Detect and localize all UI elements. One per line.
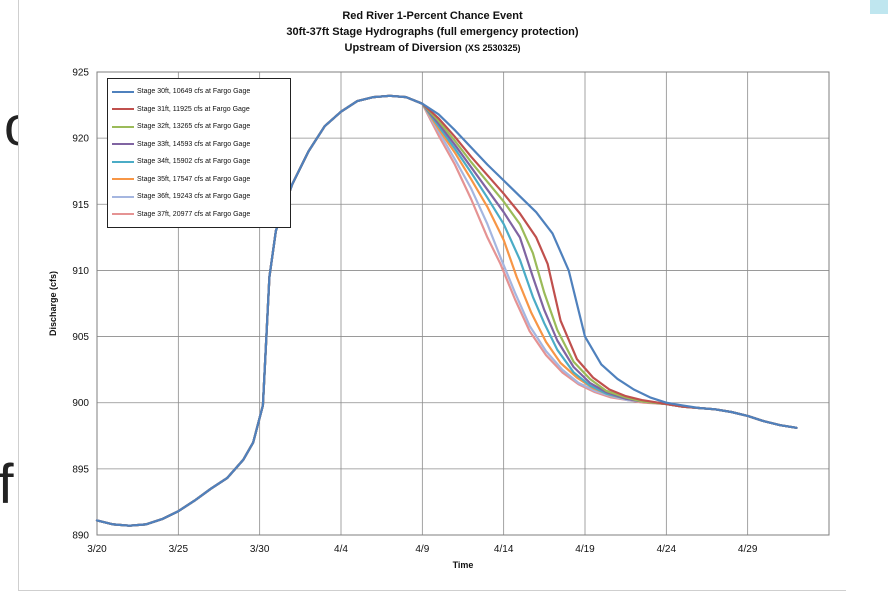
- legend-swatch: [112, 213, 134, 216]
- y-tick-label: 915: [72, 200, 89, 211]
- y-tick-label: 895: [72, 464, 89, 475]
- chart-title: Red River 1-Percent Chance Event: [342, 10, 523, 22]
- legend-label: Stage 31ft, 11925 cfs at Fargo Gage: [137, 105, 250, 113]
- legend-label: Stage 34ft, 15902 cfs at Fargo Gage: [137, 158, 251, 166]
- legend-label: Stage 37ft, 20977 cfs at Fargo Gage: [137, 210, 251, 218]
- chart-subtitle: 30ft-37ft Stage Hydrographs (full emerge…: [286, 26, 579, 38]
- legend-item-2: Stage 32ft, 13265 cfs at Fargo Gage: [112, 118, 286, 136]
- y-tick-label: 925: [72, 68, 89, 79]
- chart-subtitle-2: Upstream of Diversion (XS 2530325): [19, 40, 846, 56]
- x-tick-label: 4/14: [494, 544, 514, 555]
- series-group: [95, 94, 798, 527]
- legend-label: Stage 35ft, 17547 cfs at Fargo Gage: [137, 175, 251, 183]
- background-glyph-f: f: [0, 452, 14, 515]
- legend-label: Stage 36ft, 19243 cfs at Fargo Gage: [137, 193, 251, 201]
- plot-area-border: [96, 71, 830, 536]
- legend-item-5: Stage 35ft, 17547 cfs at Fargo Gage: [112, 171, 286, 189]
- x-tick-label: 4/24: [657, 544, 677, 555]
- legend-swatch: [112, 160, 134, 163]
- series-line-0: [95, 94, 798, 527]
- legend-swatch: [112, 90, 134, 93]
- x-tick-label: 3/25: [169, 544, 189, 555]
- axes: 890 895 900 905 910 915 920 925 3/20 3/25 3/30 4/4 4…: [48, 68, 830, 570]
- legend-swatch: [112, 195, 134, 198]
- chart-titles: Red River 1-Percent Chance Event 30ft-37…: [19, 8, 846, 56]
- y-tick-label: 900: [72, 398, 89, 409]
- y-tick-label: 890: [72, 531, 89, 542]
- x-tick-label: 4/4: [334, 544, 348, 555]
- legend-label: Stage 33ft, 14593 cfs at Fargo Gage: [137, 140, 251, 148]
- x-tick-label: 3/20: [87, 544, 107, 555]
- accent-bar: [870, 0, 888, 14]
- y-axis-label: Discharge (cfs): [48, 271, 58, 336]
- x-tick-label: 4/19: [575, 544, 595, 555]
- chart-frame: Red River 1-Percent Chance Event 30ft-37…: [18, 0, 846, 591]
- legend-item-6: Stage 36ft, 19243 cfs at Fargo Gage: [112, 188, 286, 206]
- y-tick-label: 920: [72, 134, 89, 145]
- chart-subtitle-2-text: Upstream of Diversion: [344, 42, 462, 54]
- legend-swatch: [112, 125, 134, 128]
- legend-label: Stage 30ft, 10649 cfs at Fargo Gage: [137, 88, 251, 96]
- legend-item-4: Stage 34ft, 15902 cfs at Fargo Gage: [112, 153, 286, 171]
- legend-swatch: [112, 178, 134, 181]
- legend-item-0: Stage 30ft, 10649 cfs at Fargo Gage: [112, 83, 286, 101]
- chart-subtitle-2-note: (XS 2530325): [464, 43, 521, 53]
- legend: Stage 30ft, 10649 cfs at Fargo Gage Stage…: [107, 78, 291, 228]
- x-axis-label: Time: [453, 560, 474, 570]
- x-tick-label: 4/29: [738, 544, 758, 555]
- x-tick-label: 4/9: [415, 544, 429, 555]
- legend-swatch: [112, 143, 134, 146]
- legend-swatch: [112, 108, 134, 111]
- legend-label: Stage 32ft, 13265 cfs at Fargo Gage: [137, 123, 251, 131]
- legend-item-1: Stage 31ft, 11925 cfs at Fargo Gage: [112, 101, 286, 119]
- y-tick-label: 910: [72, 266, 89, 277]
- x-tick-label: 3/30: [250, 544, 270, 555]
- y-tick-label: 905: [72, 332, 89, 343]
- legend-item-3: Stage 33ft, 14593 cfs at Fargo Gage: [112, 136, 286, 154]
- legend-item-7: Stage 37ft, 20977 cfs at Fargo Gage: [112, 206, 286, 224]
